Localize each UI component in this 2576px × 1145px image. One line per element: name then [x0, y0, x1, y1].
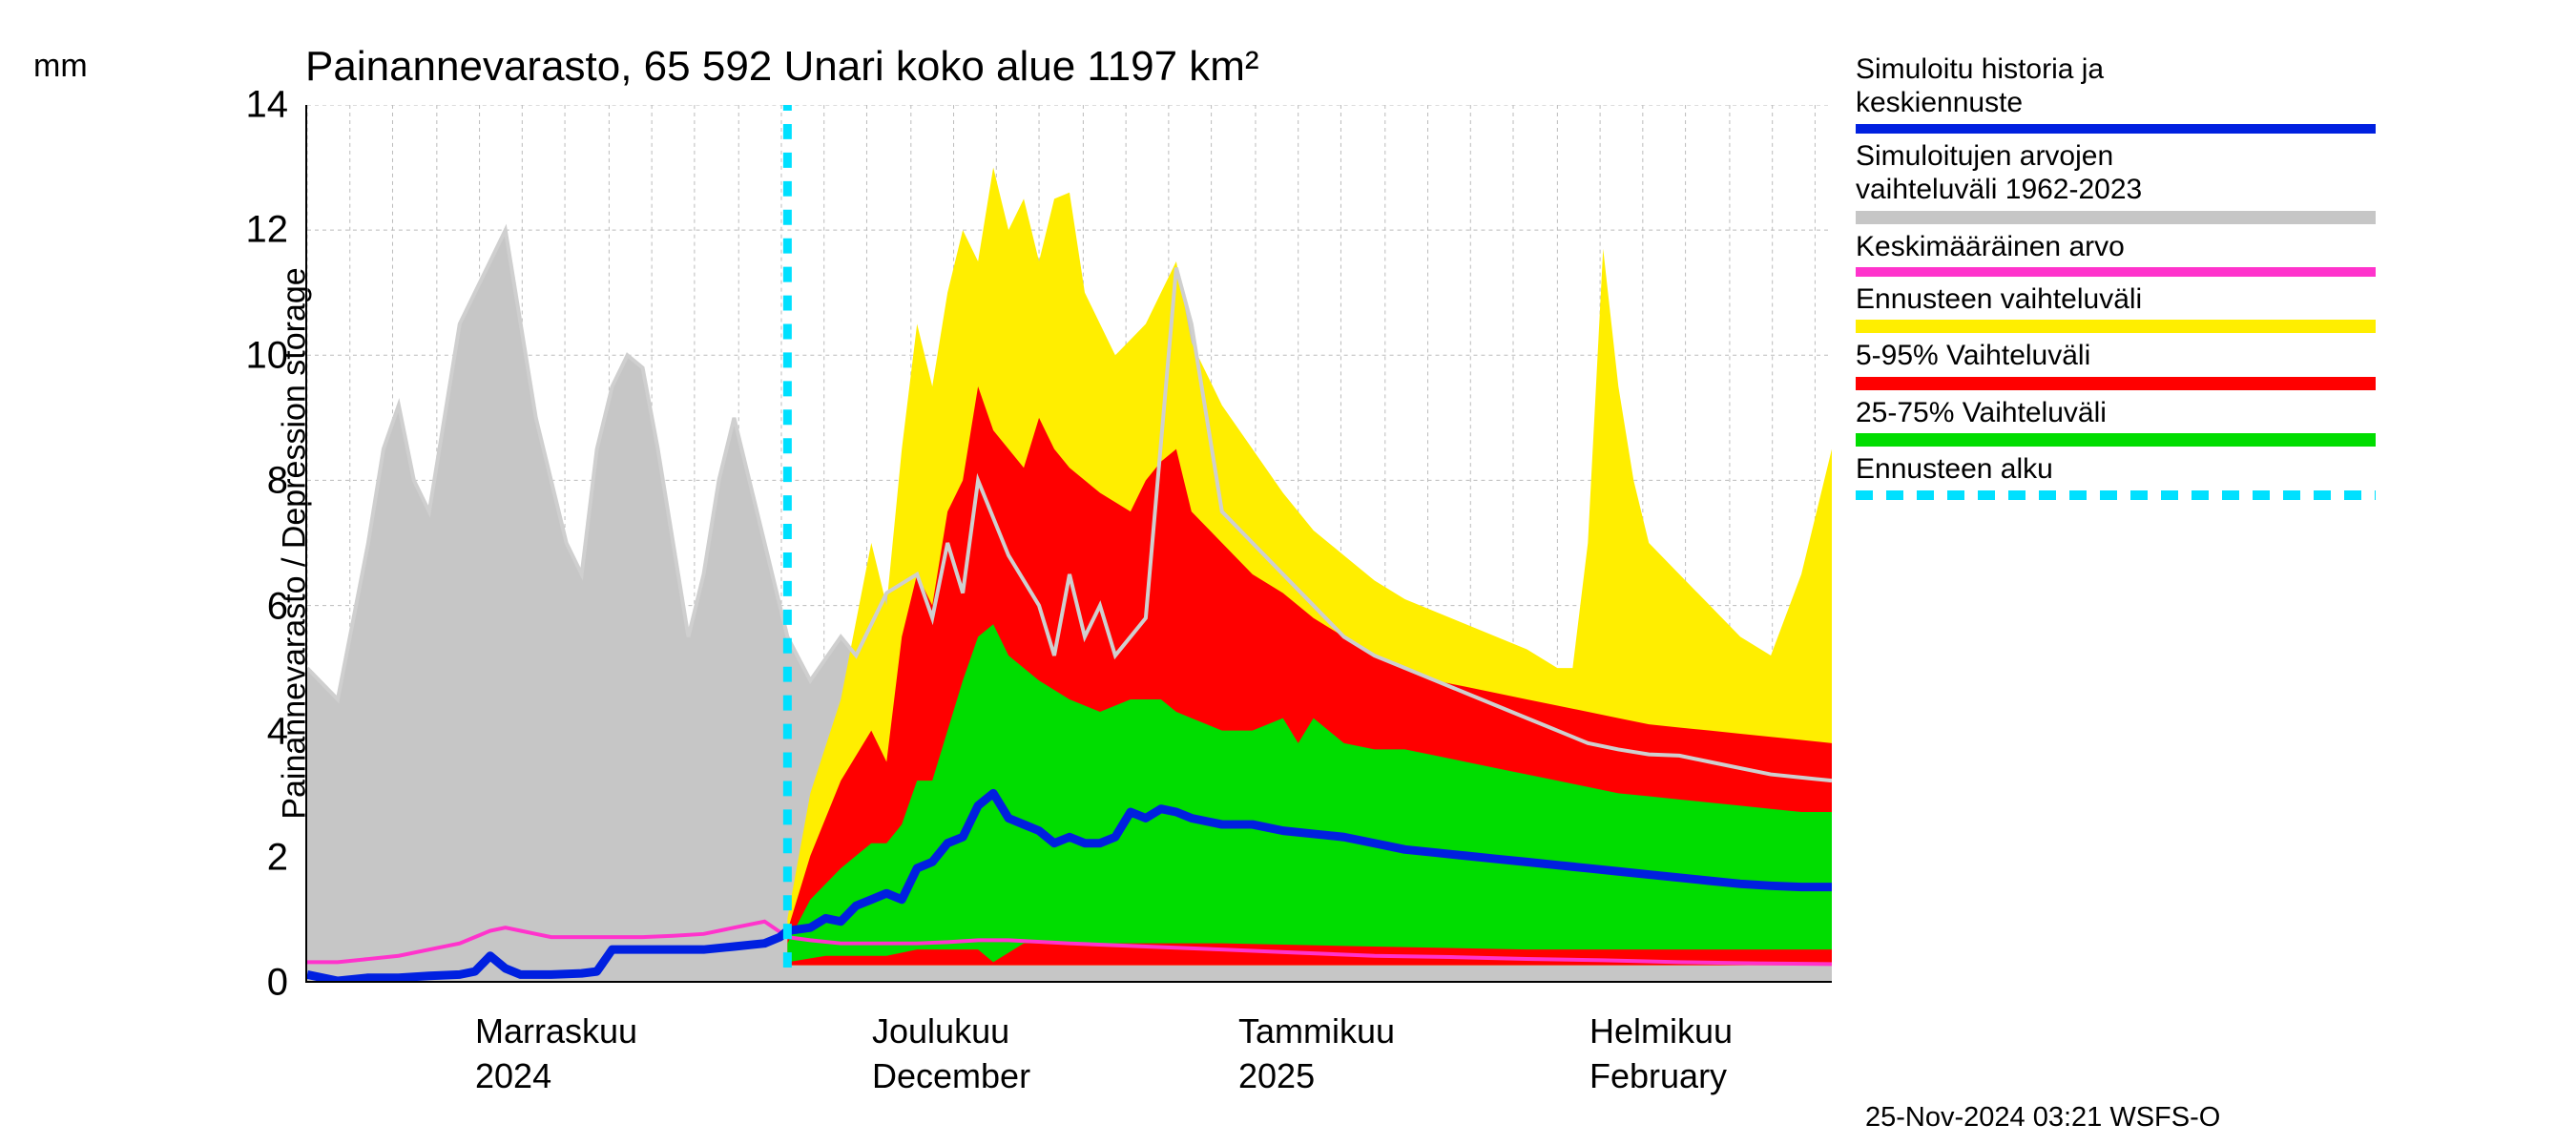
y-tick-label: 6: [267, 585, 288, 628]
legend-swatch: [1856, 124, 2376, 134]
x-tick-label: Tammikuu2025: [1238, 1010, 1395, 1099]
legend-item: Simuloitujen arvojenvaihteluväli 1962-20…: [1856, 139, 2376, 224]
legend-swatch: [1856, 377, 2376, 390]
plot-area: 02468101214 Marraskuu2024JoulukuuDecembe…: [305, 105, 1832, 983]
x-tick-label: HelmikuuFebruary: [1589, 1010, 1733, 1099]
legend-label: Simuloitujen arvojenvaihteluväli 1962-20…: [1856, 139, 2376, 207]
chart-container: Painannevarasto / Depression storage mm …: [0, 0, 2576, 1145]
y-axis-unit: mm: [33, 48, 88, 85]
legend-swatch: [1856, 211, 2376, 224]
legend-label: Keskimääräinen arvo: [1856, 230, 2376, 263]
y-tick-label: 2: [267, 836, 288, 879]
y-tick-label: 0: [267, 962, 288, 1005]
legend-swatch: [1856, 490, 2376, 500]
legend-swatch: [1856, 320, 2376, 333]
legend-label: 5-95% Vaihteluväli: [1856, 339, 2376, 372]
legend-item: Keskimääräinen arvo: [1856, 230, 2376, 277]
legend-label: Ennusteen alku: [1856, 452, 2376, 486]
x-tick-label: JoulukuuDecember: [872, 1010, 1030, 1099]
legend-item: 25-75% Vaihteluväli: [1856, 396, 2376, 447]
legend-label: Ennusteen vaihteluväli: [1856, 282, 2376, 316]
legend-item: Ennusteen vaihteluväli: [1856, 282, 2376, 333]
x-tick-label: Marraskuu2024: [475, 1010, 637, 1099]
timestamp: 25-Nov-2024 03:21 WSFS-O: [1865, 1102, 2220, 1134]
legend-label: 25-75% Vaihteluväli: [1856, 396, 2376, 429]
legend-item: Simuloitu historia jakeskiennuste: [1856, 52, 2376, 134]
y-tick-label: 4: [267, 711, 288, 754]
legend-label: Simuloitu historia jakeskiennuste: [1856, 52, 2376, 120]
plot-svg: [307, 105, 1832, 981]
chart-title: Painannevarasto, 65 592 Unari koko alue …: [305, 43, 1259, 91]
legend-item: Ennusteen alku: [1856, 452, 2376, 499]
y-tick-label: 10: [246, 334, 289, 377]
legend: Simuloitu historia jakeskiennuste Simuloi…: [1856, 52, 2376, 506]
y-tick-label: 8: [267, 460, 288, 503]
legend-swatch: [1856, 433, 2376, 447]
legend-swatch: [1856, 267, 2376, 277]
legend-item: 5-95% Vaihteluväli: [1856, 339, 2376, 389]
y-tick-label: 12: [246, 209, 289, 252]
y-tick-label: 14: [246, 84, 289, 127]
